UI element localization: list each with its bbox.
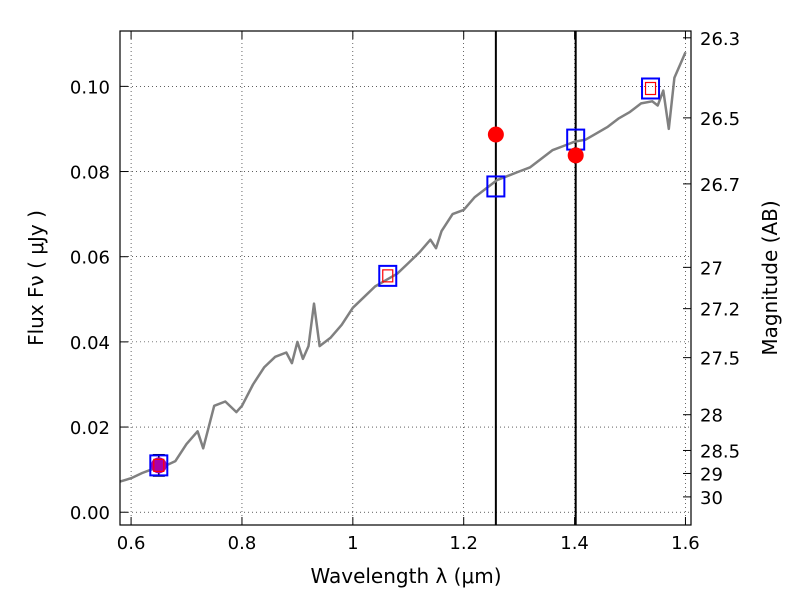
magnitude-tick-label: 28 [700, 406, 723, 427]
y-tick-label: 0.00 [70, 503, 110, 524]
grid-layer [120, 31, 691, 525]
observed-flux-point [487, 126, 504, 143]
model-square-marker [378, 264, 398, 287]
x-axis-label: Wavelength λ (μm) [310, 564, 501, 588]
synthetic-square-marker [153, 458, 165, 472]
x-tick-label: 0.8 [228, 533, 257, 554]
model-square-marker [149, 454, 169, 477]
magnitude-tick-label: 26.7 [700, 175, 740, 196]
model-square-marker [486, 175, 506, 198]
y-tick-label: 0.04 [70, 333, 110, 354]
y-tick-label: 0.08 [70, 163, 110, 184]
magnitude-tick-label: 26.5 [700, 109, 740, 130]
x-tick-label: 1.4 [560, 533, 589, 554]
x-tick-label: 1 [347, 533, 358, 554]
magnitude-axis-label: Magnitude (AB) [758, 200, 782, 355]
y-tick-label: 0.02 [70, 418, 110, 439]
y-tick-label: 0.10 [70, 77, 110, 98]
observed-flux-point [567, 147, 584, 164]
magnitude-tick-label: 26.3 [700, 29, 740, 50]
magnitude-tick-label: 27.5 [700, 349, 740, 370]
magnitude-tick-label: 27.2 [700, 300, 740, 321]
x-tick-label: 0.6 [117, 533, 146, 554]
magnitude-tick-label: 28.5 [700, 441, 740, 462]
synthetic-square-marker [644, 81, 657, 96]
plot-frame [119, 30, 692, 526]
magnitude-tick-label: 29 [700, 464, 723, 485]
x-tick-label: 1.6 [671, 533, 700, 554]
magnitude-tick-label: 30 [700, 488, 723, 509]
spectrum-line [119, 51, 687, 483]
model-square-marker [641, 77, 661, 100]
y-tick-label: 0.06 [70, 248, 110, 269]
magnitude-tick-label: 27 [700, 258, 723, 279]
synthetic-square-marker [382, 269, 394, 283]
axes-layer: 0.6 0.8 1 1.2 1.4 1.6 0.00 0.02 0.04 0.06 0.08 0.10… [70, 29, 740, 554]
data-point-with-error [150, 457, 167, 474]
x-tick-label: 1.2 [449, 533, 478, 554]
y-axis-label: Flux Fν ( μJy ) [24, 210, 48, 346]
data-layer [119, 31, 687, 525]
